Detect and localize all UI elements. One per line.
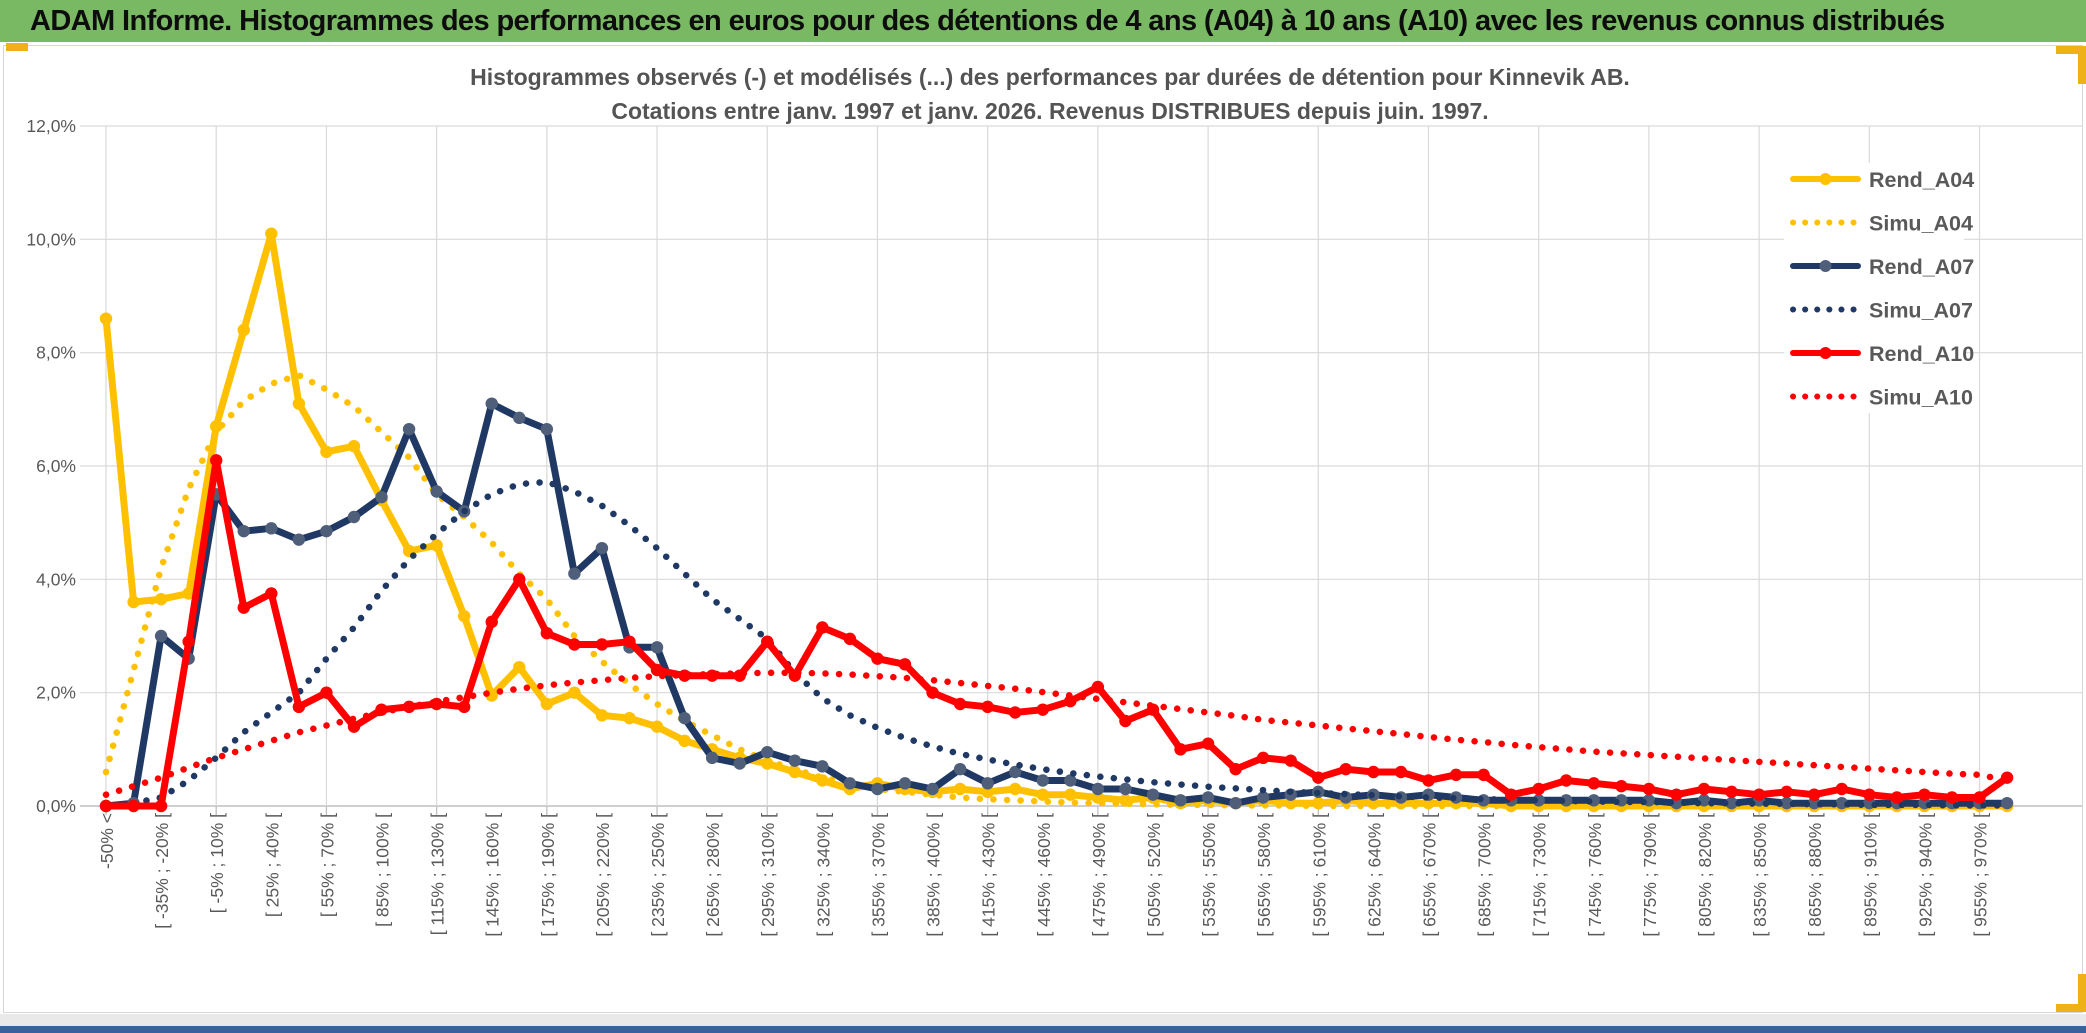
x-tick-label: [ 715% ; 730% [ [1530,813,1550,937]
x-tick-label: [ 595% ; 610% [ [1309,813,1329,937]
x-tick-label: -50% < [97,813,117,869]
legend-label: Simu_A10 [1869,386,1973,410]
x-tick-label: [ 265% ; 280% [ [703,813,723,937]
x-tick-label: [ 895% ; 910% [ [1860,813,1880,937]
legend-item-Rend_A10[interactable]: Rend_A10 [1790,342,1974,366]
x-tick-label: [ 865% ; 880% [ [1805,813,1825,937]
x-tick-label: [ 565% ; 580% [ [1254,813,1274,937]
x-tick-label: [ 355% ; 370% [ [868,813,888,937]
x-tick-label: [ 835% ; 850% [ [1750,813,1770,937]
chart-title-line1: Histogrammes observés (-) et modélisés (… [470,64,1630,90]
legend-item-Simu_A10[interactable]: Simu_A10 [1790,386,1973,410]
x-tick-label: [ 775% ; 790% [ [1640,813,1660,937]
y-tick-label: 8,0% [36,343,76,363]
x-tick-label: [ 85% ; 100% [ [373,813,393,927]
legend-label: Simu_A07 [1869,299,1973,323]
series-Rend_A07 [102,400,2011,810]
bottom-strip [0,1014,2086,1026]
x-tick-label: [ 655% ; 670% [ [1419,813,1439,937]
chart-title: Histogrammes observés (-) et modélisés (… [200,60,1900,128]
y-tick-label: 10,0% [26,229,76,249]
legend-item-Rend_A07[interactable]: Rend_A07 [1790,255,1974,279]
y-tick-label: 6,0% [36,456,76,476]
selection-handle-bottom-right-v[interactable] [2078,974,2086,1012]
x-tick-label: [ 955% ; 970% [ [1971,813,1991,937]
y-tick-label: 4,0% [36,569,76,589]
x-tick-label: [ 205% ; 220% [ [593,813,613,937]
series-Rend_A07-markers [99,397,2014,813]
x-tick-label: [ 925% ; 940% [ [1915,813,1935,937]
legend-marker-icon [1819,260,1832,272]
app-header-bar: ADAM Informe. Histogrammes des performan… [0,0,2086,42]
legend-item-Rend_A04[interactable]: Rend_A04 [1790,168,1974,192]
series-Simu_A07 [102,478,2011,810]
x-tick-label: [ 385% ; 400% [ [924,813,944,937]
app-header-title: ADAM Informe. Histogrammes des performan… [30,4,1945,37]
x-tick-label: [ 415% ; 430% [ [979,813,999,937]
x-tick-label: [ 175% ; 190% [ [538,813,558,937]
legend-marker-icon [1819,347,1832,359]
selection-handle-bottom-right-h[interactable] [2056,1004,2086,1012]
legend-label: Rend_A07 [1869,255,1974,279]
legend-label: Rend_A10 [1869,342,1974,366]
x-tick-label: [ 625% ; 640% [ [1364,813,1384,937]
x-tick-label: [ 685% ; 700% [ [1475,813,1495,937]
series-Simu_A04 [102,372,2011,810]
x-tick-label: [ 145% ; 160% [ [483,813,503,937]
series-Rend_A04 [102,230,2011,810]
x-tick-label: [ 325% ; 340% [ [813,813,833,937]
x-tick-label: [ 25% ; 40% [ [262,813,282,917]
x-tick-label: [ 445% ; 460% [ [1034,813,1054,937]
x-tick-label: [ -5% ; 10% [ [207,813,227,913]
legend-item-Simu_A07[interactable]: Simu_A07 [1790,299,1973,323]
legend-label: Rend_A04 [1869,168,1974,192]
legend-item-Simu_A04[interactable]: Simu_A04 [1790,212,1973,236]
x-tick-label: [ 235% ; 250% [ [648,813,668,937]
series-Simu_A10 [102,669,2011,798]
series-Rend_A10-markers [99,454,2014,813]
chart-title-line2: Cotations entre janv. 1997 et janv. 2026… [611,98,1489,124]
legend-label: Simu_A04 [1869,212,1973,236]
y-tick-label: 0,0% [36,796,76,816]
window-bottom-edge [0,1026,2086,1033]
selection-handle-top-right-h[interactable] [2056,46,2086,54]
x-tick-label: [ 295% ; 310% [ [758,813,778,937]
selection-handle-top-left[interactable] [6,43,28,51]
selection-handle-top-right-v[interactable] [2078,46,2086,84]
x-tick-label: [ -35% ; -20% [ [152,813,172,929]
x-tick-label: [ 805% ; 820% [ [1695,813,1715,937]
y-tick-label: 2,0% [36,683,76,703]
x-tick-label: [ 505% ; 520% [ [1144,813,1164,937]
x-tick-label: [ 55% ; 70% [ [317,813,337,917]
x-tick-label: [ 115% ; 130% [ [428,813,448,935]
y-tick-label: 12,0% [26,116,76,136]
x-tick-label: [ 475% ; 490% [ [1089,813,1109,937]
series-Rend_A04-markers [99,227,2014,813]
legend-marker-icon [1819,173,1832,185]
x-tick-label: [ 745% ; 760% [ [1585,813,1605,937]
series-Rend_A10 [102,456,2011,810]
chart-canvas[interactable] [3,45,2083,1013]
x-tick-label: [ 535% ; 550% [ [1199,813,1219,937]
